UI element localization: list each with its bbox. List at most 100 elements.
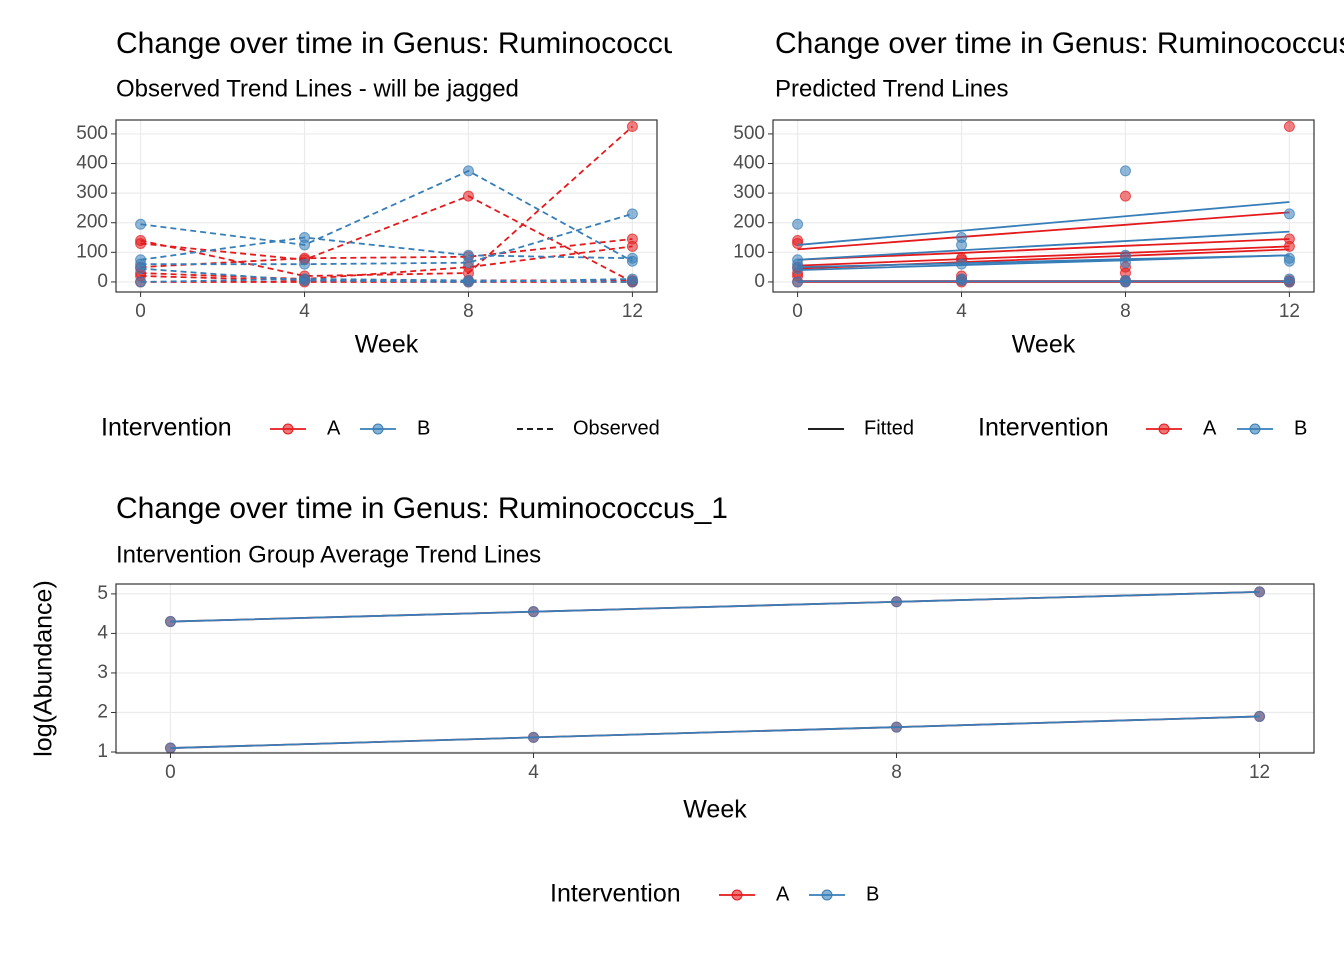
- trend-line: [140, 169, 633, 263]
- legend-label: A: [327, 417, 341, 439]
- title-group: Change over time in Genus: Ruminococcus_…: [116, 27, 728, 102]
- legend-key-point: [372, 423, 384, 435]
- x-tick-label: 8: [891, 762, 902, 783]
- trend-line: [140, 212, 633, 266]
- data-point: [462, 190, 474, 202]
- chart-subtitle: Observed Trend Lines - will be jagged: [116, 75, 519, 102]
- y-tick-label: 300: [76, 182, 108, 203]
- trend-line: [797, 254, 1290, 271]
- data-point: [626, 121, 638, 133]
- data-point: [299, 273, 311, 285]
- data-point: [792, 218, 804, 230]
- x-tick-label: 0: [792, 301, 803, 322]
- legend-title: Intervention: [101, 414, 232, 442]
- legend-title: Intervention: [978, 414, 1109, 442]
- legend-label: A: [776, 883, 790, 905]
- data-point: [956, 273, 968, 285]
- legend-key-point: [1158, 423, 1170, 435]
- y-tick-label: 4: [97, 622, 108, 643]
- data-point: [626, 208, 638, 220]
- data-point: [1119, 165, 1131, 177]
- x-axis-title: Week: [1012, 331, 1076, 359]
- y-tick-label: 200: [76, 212, 108, 233]
- plot-background: [116, 584, 1314, 753]
- y-tick-label: 400: [76, 153, 108, 174]
- y-tick-label: 200: [733, 212, 765, 233]
- y-tick-label: 0: [97, 271, 108, 292]
- title-group: Change over time in Genus: Ruminococcus_…: [775, 27, 1344, 102]
- x-tick-label: 8: [1120, 301, 1131, 322]
- x-tick-label: 0: [165, 762, 176, 783]
- x-tick-label: 12: [1249, 762, 1270, 783]
- data-point: [462, 165, 474, 177]
- plot-background: [116, 120, 657, 292]
- y-axis-title: log(Abundance): [30, 580, 58, 757]
- x-tick-label: 0: [135, 301, 146, 322]
- chart-title: Change over time in Genus: Ruminococcus_…: [116, 492, 728, 525]
- chart-title: Change over time in Genus: Ruminococcus_…: [116, 27, 728, 60]
- data-point: [299, 232, 311, 244]
- legend-label: B: [866, 883, 879, 905]
- x-tick-label: 12: [622, 301, 643, 322]
- data-point: [299, 258, 311, 270]
- chart-subtitle: Intervention Group Average Trend Lines: [116, 541, 541, 568]
- trend-line: [797, 230, 1290, 261]
- x-tick-label: 4: [528, 762, 539, 783]
- trend-line: [170, 591, 1260, 623]
- data-point: [956, 232, 968, 244]
- y-tick-label: 0: [754, 271, 765, 292]
- trend-line: [140, 238, 633, 269]
- y-tick-label: 3: [97, 662, 108, 683]
- y-tick-label: 100: [76, 241, 108, 262]
- data-point: [792, 234, 804, 246]
- data-point: [792, 263, 804, 275]
- x-tick-label: 8: [463, 301, 474, 322]
- legend-key-point: [1249, 423, 1261, 435]
- title-group: Change over time in Genus: Ruminococcus_…: [116, 492, 728, 568]
- data-point: [1283, 121, 1295, 133]
- y-tick-label: 5: [97, 583, 108, 604]
- legend-label: B: [417, 417, 430, 439]
- x-tick-label: 4: [299, 301, 310, 322]
- x-tick-label: 12: [1279, 301, 1300, 322]
- data-point: [1119, 190, 1131, 202]
- y-tick-label: 2: [97, 701, 108, 722]
- y-tick-label: 1: [97, 741, 108, 762]
- trend-line: [140, 125, 634, 277]
- legend-label: Observed: [573, 417, 660, 439]
- y-tick-label: 400: [733, 153, 765, 174]
- chart-subtitle: Predicted Trend Lines: [775, 75, 1008, 102]
- trend-line: [140, 236, 633, 261]
- data-point: [135, 276, 147, 288]
- legend-label: Fitted: [864, 417, 914, 439]
- legend-title: Intervention: [550, 880, 681, 908]
- data-point: [626, 276, 638, 288]
- trend-line: [797, 245, 1290, 267]
- x-axis-title: Week: [355, 331, 419, 359]
- legend-label: A: [1203, 417, 1217, 439]
- legend-label: B: [1294, 417, 1307, 439]
- data-point: [135, 263, 147, 275]
- trend-line: [797, 238, 1290, 261]
- chart-title: Change over time in Genus: Ruminococcus_…: [775, 27, 1344, 60]
- x-tick-label: 4: [956, 301, 967, 322]
- plot-border: [115, 583, 1315, 754]
- data-point: [1283, 208, 1295, 220]
- y-tick-label: 500: [733, 123, 765, 144]
- x-axis-title: Week: [683, 796, 747, 824]
- data-point: [135, 234, 147, 246]
- trend-line: [797, 211, 1290, 251]
- y-tick-label: 500: [76, 123, 108, 144]
- trend-line: [140, 278, 633, 283]
- y-tick-label: 100: [733, 241, 765, 262]
- legend-key-point: [731, 889, 743, 901]
- legend-key-point: [821, 889, 833, 901]
- plot-border: [115, 119, 658, 293]
- plot-border: [772, 119, 1315, 293]
- data-point: [626, 240, 638, 252]
- trend-line: [797, 201, 1290, 246]
- data-point: [462, 257, 474, 269]
- trend-line: [170, 715, 1260, 749]
- legend-key-point: [282, 423, 294, 435]
